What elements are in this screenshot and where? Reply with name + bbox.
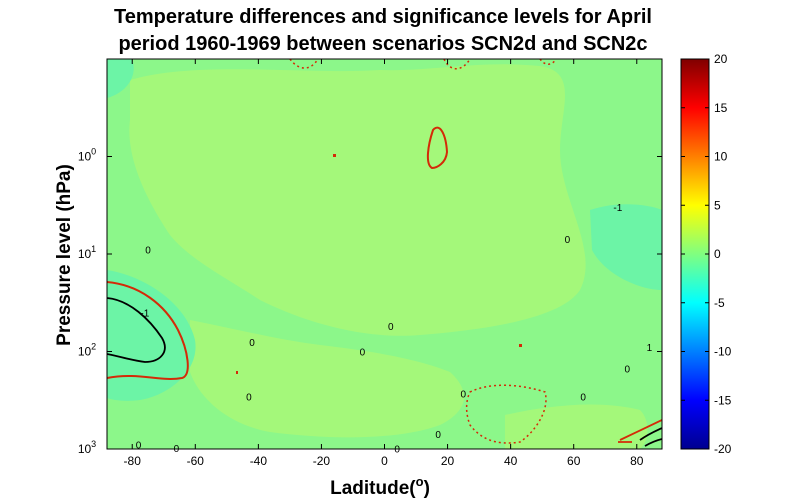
contour-label: 0 (394, 445, 400, 456)
contour-label: -1 (140, 309, 149, 320)
x-tick-label: 80 (630, 454, 644, 468)
x-tick-label: -40 (250, 454, 268, 468)
x-tick-label: -60 (187, 454, 205, 468)
contour-fill-region (107, 59, 134, 98)
colorbar-tick-label: 10 (714, 150, 728, 164)
contour-label: 0 (580, 393, 586, 404)
significance-marker (333, 154, 336, 157)
contour-fill-region (107, 270, 196, 401)
significance-contour (107, 281, 189, 380)
colorbar-tick-label: -20 (714, 442, 732, 456)
contour-label: -1 (613, 203, 622, 214)
chart-title-line-2: period 1960-1969 between scenarios SCN2d… (118, 33, 647, 55)
x-tick-label: 60 (567, 454, 581, 468)
colorbar-tick-label: -10 (714, 345, 732, 359)
colorbar-tick-label: -15 (714, 393, 732, 407)
y-tick-label: 102 (78, 342, 96, 359)
contour-fill-region (505, 404, 648, 449)
significance-marker (519, 344, 522, 347)
contour-label: 0 (246, 393, 252, 404)
significance-marker (236, 371, 238, 374)
contour-label: 0 (174, 444, 180, 455)
temperature-contour (639, 427, 662, 447)
x-tick-label: -80 (124, 454, 142, 468)
contour-label: 0 (145, 246, 151, 257)
contour-label: 0 (461, 390, 467, 401)
x-tick-label: -20 (313, 454, 331, 468)
colorbar-axis: 20 15 10 5 0 -5 -10 -15 -20 (681, 52, 732, 456)
contour-label: 0 (136, 441, 142, 452)
x-tick-label: 0 (381, 454, 388, 468)
colorbar-tick-label: -5 (714, 296, 725, 310)
x-axis-label-superscript: o (416, 474, 424, 489)
contour-labels: 0 -1 0 0 0 0 0 -1 1 0 0 0 0 0 0 0 (136, 203, 653, 456)
contour-label: 0 (360, 348, 366, 359)
significance-contour (618, 419, 662, 443)
contour-label: 0 (625, 365, 631, 376)
x-axis: -80 -60 -40 -20 0 20 40 60 80 (124, 59, 644, 468)
significance-contour-dotted (539, 59, 557, 65)
contour-fill-region (190, 320, 464, 438)
x-axis-label: Laditude(o) (330, 474, 430, 499)
contour-label: 0 (435, 430, 441, 441)
contour-fill-region (590, 204, 662, 290)
significance-contour-dotted (465, 384, 547, 444)
x-tick-label: 40 (504, 454, 518, 468)
colorbar (680, 58, 710, 450)
colorbar-tick-label: 20 (714, 52, 728, 66)
colorbar-tick-label: 0 (714, 247, 721, 261)
plot-area (107, 59, 662, 449)
significance-contour-dotted (443, 59, 471, 70)
contour-label: 0 (565, 235, 571, 246)
contour-label: 0 (249, 338, 255, 349)
contour-fill-region (129, 64, 586, 336)
significance-contour-dotted (289, 59, 319, 69)
temperature-contour (107, 297, 166, 363)
colorbar-tick-label: 5 (714, 198, 721, 212)
colorbar-tick-label: 15 (714, 101, 728, 115)
contour-label: 1 (647, 343, 653, 354)
y-tick-label: 101 (78, 244, 96, 261)
y-tick-label: 100 (78, 147, 96, 164)
y-tick-label: 103 (78, 439, 96, 456)
contour-label: 0 (388, 322, 394, 333)
x-tick-label: 20 (441, 454, 455, 468)
chart-title-line-1: Temperature differences and significance… (114, 6, 652, 28)
significance-contour (426, 126, 449, 170)
y-axis-label: Pressure level (hPa) (54, 164, 75, 346)
